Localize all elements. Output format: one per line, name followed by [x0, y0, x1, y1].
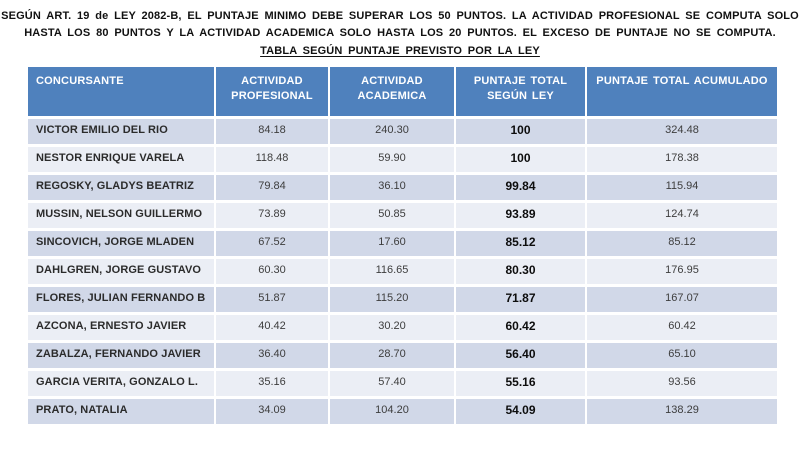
cell-actividad-profesional: 118.48: [215, 145, 330, 175]
cell-puntaje-acumulado: 167.07: [586, 285, 777, 315]
notice-line-1: SEGÚN ART. 19 de LEY 2082-B, EL PUNTAJE …: [1, 10, 799, 22]
cell-concursante: GARCIA VERITA, GONZALO L.: [28, 369, 216, 399]
header-cell-puntaje-acumulado: PUNTAJE TOTAL ACUMULADO: [586, 67, 777, 119]
notice-line-2: HASTA LOS 80 PUNTOS Y LA ACTIVIDAD ACADE…: [24, 27, 776, 39]
cell-actividad-academica: 116.65: [329, 257, 456, 287]
cell-actividad-profesional: 40.42: [215, 313, 330, 343]
cell-actividad-academica: 30.20: [329, 313, 456, 343]
cell-actividad-academica: 57.40: [329, 369, 456, 399]
cell-puntaje-acumulado: 324.48: [586, 117, 777, 147]
cell-puntaje-ley: 99.84: [455, 173, 587, 203]
cell-puntaje-ley: 71.87: [455, 285, 587, 315]
cell-puntaje-acumulado: 65.10: [586, 341, 777, 371]
table-row: VICTOR EMILIO DEL RIO 84.18 240.30 100 3…: [28, 117, 777, 147]
legal-notice: SEGÚN ART. 19 de LEY 2082-B, EL PUNTAJE …: [0, 0, 800, 60]
cell-puntaje-ley: 54.09: [455, 397, 587, 427]
cell-puntaje-acumulado: 176.95: [586, 257, 777, 287]
header-cell-puntaje-ley: PUNTAJE TOTAL SEGÚN LEY: [455, 67, 587, 119]
header-label: PROFESIONAL: [231, 90, 313, 102]
cell-actividad-profesional: 51.87: [215, 285, 330, 315]
cell-concursante: AZCONA, ERNESTO JAVIER: [28, 313, 216, 343]
header-cell-actividad-profesional: ACTIVIDAD PROFESIONAL: [215, 67, 330, 119]
table-row: GARCIA VERITA, GONZALO L. 35.16 57.40 55…: [28, 369, 777, 399]
cell-puntaje-acumulado: 124.74: [586, 201, 777, 231]
cell-concursante: NESTOR ENRIQUE VARELA: [28, 145, 216, 175]
cell-puntaje-ley: 80.30: [455, 257, 587, 287]
table-row: PRATO, NATALIA 34.09 104.20 54.09 138.29: [28, 397, 777, 427]
cell-actividad-academica: 17.60: [329, 229, 456, 259]
header-cell-actividad-academica: ACTIVIDAD ACADEMICA: [329, 67, 456, 119]
table-row: DAHLGREN, JORGE GUSTAVO 60.30 116.65 80.…: [28, 257, 777, 287]
table-body: VICTOR EMILIO DEL RIO 84.18 240.30 100 3…: [28, 117, 777, 427]
cell-concursante: SINCOVICH, JORGE MLADEN: [28, 229, 216, 259]
cell-actividad-profesional: 67.52: [215, 229, 330, 259]
cell-actividad-profesional: 79.84: [215, 173, 330, 203]
cell-actividad-profesional: 73.89: [215, 201, 330, 231]
cell-actividad-academica: 115.20: [329, 285, 456, 315]
cell-concursante: ZABALZA, FERNANDO JAVIER: [28, 341, 216, 371]
cell-concursante: DAHLGREN, JORGE GUSTAVO: [28, 257, 216, 287]
header-label: SEGÚN LEY: [487, 90, 554, 102]
cell-concursante: MUSSIN, NELSON GUILLERMO: [28, 201, 216, 231]
header-label: CONCURSANTE: [36, 75, 124, 87]
cell-puntaje-acumulado: 93.56: [586, 369, 777, 399]
header-label: ACTIVIDAD: [241, 75, 303, 87]
cell-actividad-academica: 50.85: [329, 201, 456, 231]
cell-puntaje-acumulado: 178.38: [586, 145, 777, 175]
cell-actividad-academica: 59.90: [329, 145, 456, 175]
cell-puntaje-acumulado: 60.42: [586, 313, 777, 343]
cell-actividad-academica: 240.30: [329, 117, 456, 147]
table-header: CONCURSANTE ACTIVIDAD PROFESIONAL ACTIVI…: [28, 67, 777, 119]
header-cell-concursante: CONCURSANTE: [28, 67, 216, 119]
cell-concursante: PRATO, NATALIA: [28, 397, 216, 427]
cell-puntaje-ley: 85.12: [455, 229, 587, 259]
table-header-row: CONCURSANTE ACTIVIDAD PROFESIONAL ACTIVI…: [28, 67, 777, 119]
cell-actividad-profesional: 84.18: [215, 117, 330, 147]
table-row: FLORES, JULIAN FERNANDO B 51.87 115.20 7…: [28, 285, 777, 315]
table-row: ZABALZA, FERNANDO JAVIER 36.40 28.70 56.…: [28, 341, 777, 371]
table-row: NESTOR ENRIQUE VARELA 118.48 59.90 100 1…: [28, 145, 777, 175]
table-row: MUSSIN, NELSON GUILLERMO 73.89 50.85 93.…: [28, 201, 777, 231]
table-row: REGOSKY, GLADYS BEATRIZ 79.84 36.10 99.8…: [28, 173, 777, 203]
score-table: CONCURSANTE ACTIVIDAD PROFESIONAL ACTIVI…: [28, 67, 777, 427]
table-row: SINCOVICH, JORGE MLADEN 67.52 17.60 85.1…: [28, 229, 777, 259]
cell-actividad-academica: 36.10: [329, 173, 456, 203]
cell-puntaje-ley: 56.40: [455, 341, 587, 371]
cell-puntaje-ley: 60.42: [455, 313, 587, 343]
cell-concursante: REGOSKY, GLADYS BEATRIZ: [28, 173, 216, 203]
cell-actividad-academica: 104.20: [329, 397, 456, 427]
cell-actividad-academica: 28.70: [329, 341, 456, 371]
cell-concursante: VICTOR EMILIO DEL RIO: [28, 117, 216, 147]
header-label: PUNTAJE TOTAL ACUMULADO: [596, 75, 768, 87]
cell-actividad-profesional: 34.09: [215, 397, 330, 427]
cell-puntaje-acumulado: 115.94: [586, 173, 777, 203]
cell-puntaje-ley: 55.16: [455, 369, 587, 399]
cell-puntaje-acumulado: 138.29: [586, 397, 777, 427]
cell-concursante: FLORES, JULIAN FERNANDO B: [28, 285, 216, 315]
table-title: TABLA SEGÚN PUNTAJE PREVISTO POR LA LEY: [260, 45, 540, 57]
table-row: AZCONA, ERNESTO JAVIER 40.42 30.20 60.42…: [28, 313, 777, 343]
cell-puntaje-ley: 100: [455, 117, 587, 147]
cell-puntaje-ley: 93.89: [455, 201, 587, 231]
cell-puntaje-ley: 100: [455, 145, 587, 175]
cell-puntaje-acumulado: 85.12: [586, 229, 777, 259]
header-label: ACADEMICA: [357, 90, 427, 102]
cell-actividad-profesional: 36.40: [215, 341, 330, 371]
header-label: PUNTAJE TOTAL: [473, 75, 568, 87]
cell-actividad-profesional: 60.30: [215, 257, 330, 287]
cell-actividad-profesional: 35.16: [215, 369, 330, 399]
header-label: ACTIVIDAD: [361, 75, 423, 87]
